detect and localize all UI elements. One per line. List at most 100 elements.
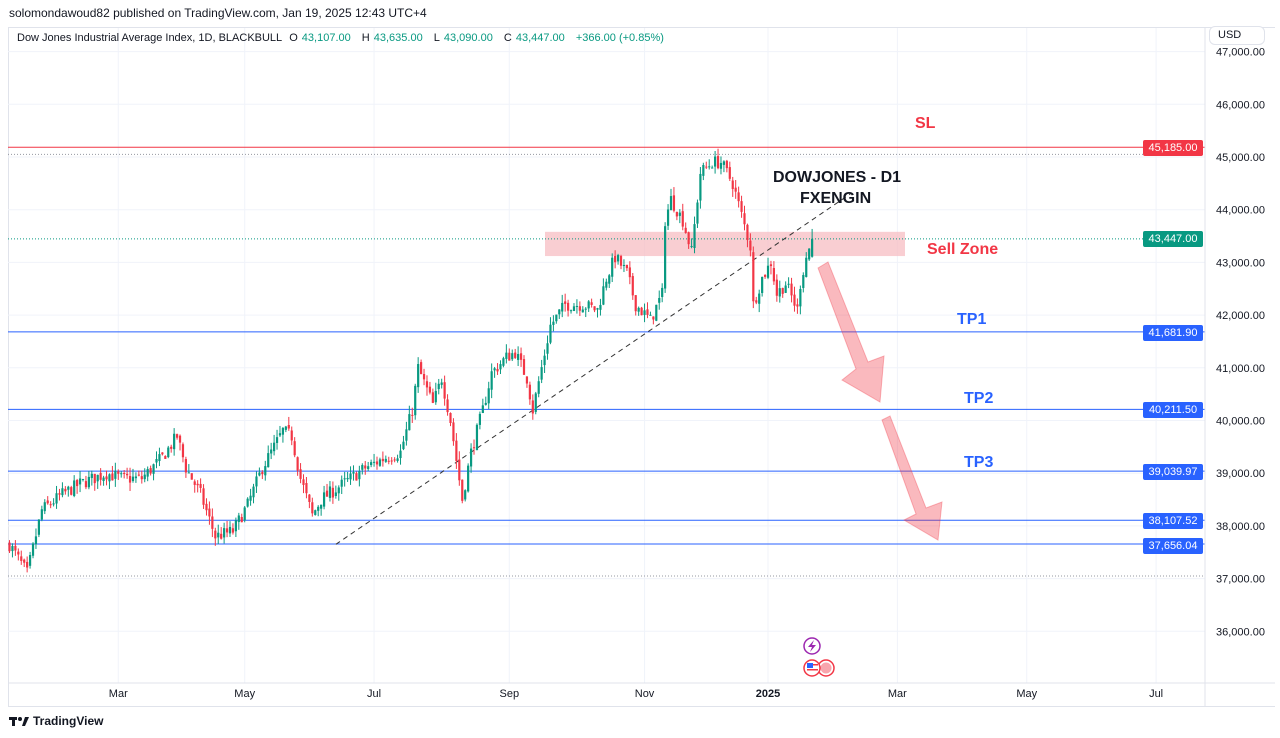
candle-body: [93, 473, 96, 484]
candle-body: [728, 167, 731, 179]
candle-body: [422, 373, 426, 380]
candle-body: [599, 304, 602, 310]
time-tick-label: Jul: [1149, 688, 1163, 700]
candle-body: [126, 473, 129, 476]
candle-body: [469, 448, 473, 467]
candle-body: [296, 457, 299, 471]
candle-body: [605, 281, 608, 288]
candle-body: [290, 430, 293, 441]
candle-body: [23, 559, 26, 563]
candle-body: [555, 314, 558, 322]
candle-body: [716, 156, 720, 169]
candle-body: [152, 464, 155, 474]
candle-body: [334, 492, 337, 497]
candle-body: [273, 442, 276, 452]
candle-body: [546, 343, 549, 354]
candle-body: [664, 226, 667, 289]
candle-body: [123, 472, 126, 474]
candle-body: [619, 256, 623, 266]
candle-body: [587, 301, 590, 309]
candle-body: [590, 302, 593, 305]
candle-body: [420, 362, 423, 375]
candle-body: [699, 173, 702, 201]
candle-body: [675, 211, 678, 217]
candle-body: [531, 400, 534, 414]
sell-zone-label[interactable]: Sell Zone: [927, 241, 999, 258]
tp3-label[interactable]: TP3: [964, 454, 994, 471]
candle-body: [784, 285, 787, 293]
candle-body: [343, 478, 346, 480]
arrow-down-2[interactable]: [881, 415, 943, 541]
currency-button[interactable]: USD: [1209, 26, 1265, 45]
chart-title-annotation[interactable]: DOWJONES - D1: [773, 169, 902, 186]
lightning-event-icon[interactable]: [803, 637, 821, 655]
arrow-down-1[interactable]: [817, 261, 885, 403]
candle-body: [722, 161, 726, 165]
candle-body: [440, 382, 443, 385]
candle-body: [349, 473, 352, 480]
change-value: +366.00 (+0.85%): [575, 32, 664, 44]
candle-body: [549, 324, 552, 343]
candle-body: [522, 359, 526, 375]
candle-body: [631, 276, 634, 296]
candle-body: [220, 533, 223, 539]
candle-body: [572, 306, 576, 311]
candle-body: [102, 477, 105, 481]
open-value: 43,107.00: [301, 32, 351, 44]
candle-body: [364, 465, 367, 469]
price-tick-label: 40,000.00: [1216, 416, 1265, 428]
candle-body: [261, 472, 264, 475]
candle-body: [796, 304, 799, 307]
candle-body: [661, 287, 664, 297]
candle-body: [761, 276, 764, 294]
candle-body: [787, 283, 790, 285]
candle-body: [258, 472, 261, 476]
us-flag-event-icon[interactable]: [803, 659, 835, 677]
candle-body: [278, 433, 282, 436]
candle-body: [593, 306, 596, 311]
candle-body: [799, 288, 802, 307]
candle-body: [249, 495, 252, 501]
tp1-label[interactable]: TP1: [957, 311, 987, 328]
candle-body: [602, 286, 605, 305]
candle-body: [378, 459, 382, 466]
candle-body: [769, 264, 773, 267]
candle-body: [96, 474, 99, 482]
chart-frame: [8, 27, 1275, 707]
candle-body: [293, 441, 296, 456]
candle-body: [337, 487, 340, 494]
candle-body: [467, 465, 470, 492]
candle-body: [628, 267, 631, 278]
candle-body: [367, 466, 370, 469]
candle-body: [464, 490, 467, 500]
candle-body: [525, 376, 529, 384]
candle-body: [28, 555, 32, 566]
candle-body: [325, 490, 329, 497]
candle-body: [496, 368, 499, 372]
price-tick-label: 37,000.00: [1216, 574, 1265, 586]
candle-body: [287, 425, 290, 429]
low-value: 43,090.00: [443, 32, 493, 44]
author-annotation[interactable]: FXENGIN: [800, 190, 872, 207]
sell-zone-rect[interactable]: [545, 231, 905, 257]
tp2-label[interactable]: TP2: [964, 390, 994, 407]
candle-body: [614, 255, 617, 263]
candle-body: [173, 433, 176, 450]
candle-body: [734, 187, 737, 192]
candle-body: [708, 166, 711, 168]
candle-body: [446, 399, 449, 413]
candle-body: [425, 381, 429, 388]
price-tick-label: 46,000.00: [1216, 99, 1265, 111]
sl-label[interactable]: SL: [915, 115, 936, 132]
trendline[interactable]: [335, 193, 851, 545]
candle-body: [705, 166, 708, 168]
candle-body: [414, 385, 417, 416]
level-4-price-tag: 38,107.52: [1143, 513, 1203, 529]
symbol-legend: Dow Jones Industrial Average Index, 1D, …: [17, 32, 668, 44]
candle-body: [578, 306, 581, 311]
candle-body: [78, 478, 82, 485]
candle-body: [558, 309, 561, 315]
tradingview-logo[interactable]: TradingView: [9, 714, 103, 728]
candle-body: [81, 478, 85, 480]
